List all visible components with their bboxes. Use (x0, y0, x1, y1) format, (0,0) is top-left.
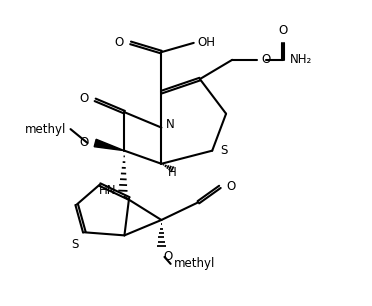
Text: S: S (72, 238, 79, 252)
Text: O: O (226, 180, 235, 193)
Text: S: S (220, 144, 227, 157)
Text: O: O (262, 53, 271, 66)
Text: methyl: methyl (174, 257, 215, 271)
Text: O: O (164, 250, 173, 263)
Text: O: O (278, 24, 288, 38)
Text: O: O (80, 92, 89, 105)
Text: OH: OH (198, 36, 216, 49)
Text: methyl: methyl (25, 123, 67, 136)
Text: N: N (166, 118, 175, 131)
Text: O: O (115, 36, 124, 49)
Polygon shape (94, 139, 124, 151)
Text: O: O (80, 136, 89, 149)
Text: H: H (167, 166, 176, 179)
Text: HN: HN (99, 184, 116, 197)
Text: NH₂: NH₂ (290, 53, 312, 66)
